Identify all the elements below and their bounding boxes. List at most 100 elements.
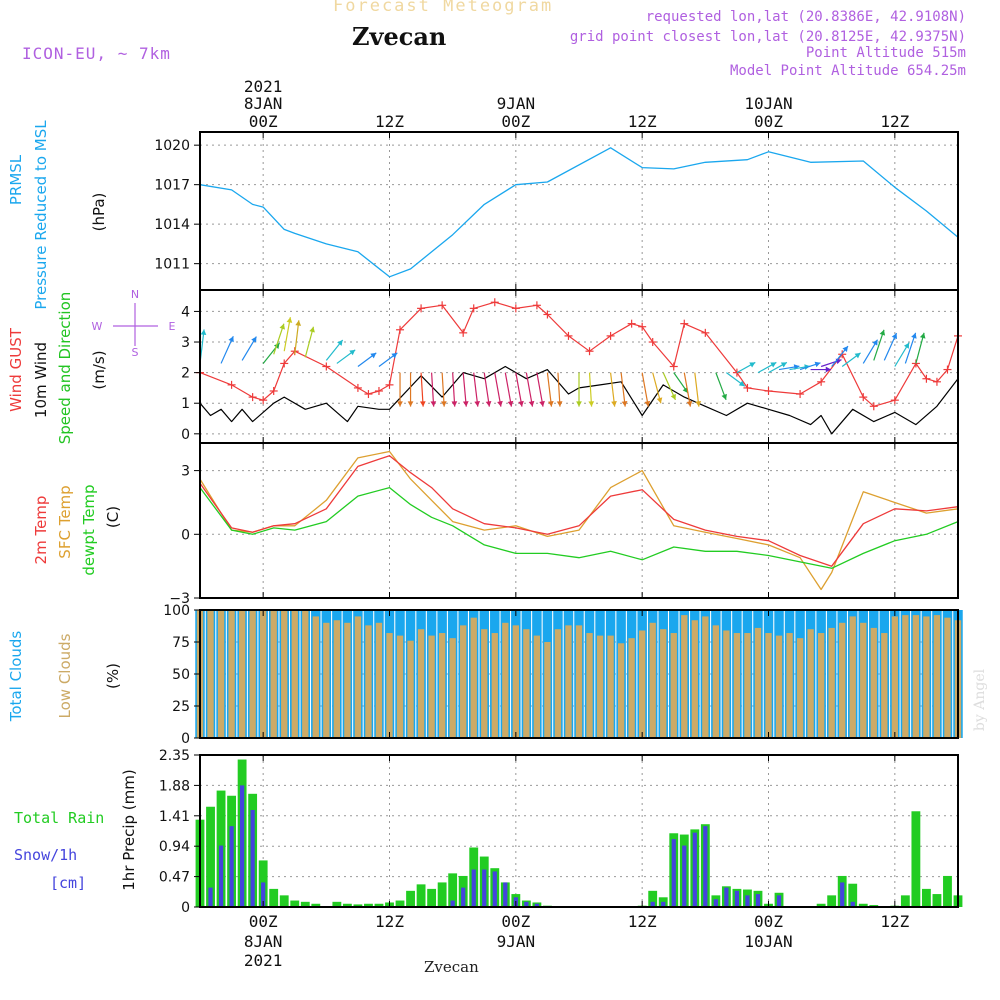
clouds-tick-label: 0 [181, 731, 190, 747]
snow-bar [840, 882, 845, 907]
arrow-head [507, 400, 514, 407]
low-cloud-bar [396, 635, 404, 738]
snow-bar [261, 882, 266, 907]
panel-frame [199, 609, 959, 739]
wind-direction-arrow [588, 372, 595, 407]
low-cloud-bar [702, 616, 709, 738]
wind-direction-arrow [483, 372, 492, 407]
low-cloud-bar [775, 635, 783, 738]
rain-bar [364, 903, 373, 907]
app-title: Forecast Meteogram [333, 0, 554, 16]
wind-direction-arrow [241, 336, 257, 361]
low-cloud-bar [565, 625, 572, 738]
low-cloud-bar [281, 610, 288, 738]
low-cloud-bar [796, 638, 804, 738]
temp-label-dewpt: dewpt Temp [80, 484, 98, 575]
low-cloud-bar [923, 616, 930, 738]
bottom-hour-label: 12Z [628, 912, 657, 931]
snow-bar [703, 826, 708, 907]
gust-marker [374, 386, 383, 395]
rain-bar [342, 903, 352, 907]
low-cloud-bar [238, 610, 246, 738]
pressure-tick-label: 1014 [154, 217, 190, 233]
pressure-label-prmsl: PRMSL [7, 154, 25, 205]
temp-2m-line [199, 455, 959, 567]
arrow-shaft [904, 332, 917, 364]
requested-coords: requested lon,lat (20.8386E, 42.9108N) [645, 9, 966, 25]
gust-line [199, 301, 959, 407]
gust-marker [543, 310, 552, 319]
pressure-tick-label: 1011 [154, 257, 190, 273]
low-cloud-bar [849, 616, 856, 738]
snow-bar [524, 901, 529, 907]
gust-marker [396, 325, 405, 334]
panel-frame [199, 754, 959, 908]
low-cloud-bar [860, 622, 867, 738]
wind-direction-arrow [576, 372, 582, 407]
gust-marker [227, 380, 236, 389]
wind-direction-arrow [556, 372, 563, 407]
wind-direction-arrow [757, 361, 777, 374]
low-cloud-bar [554, 629, 562, 738]
gust-marker [869, 402, 878, 411]
clouds-label-total: Total Clouds [7, 631, 25, 723]
rain-bar [279, 895, 289, 907]
top-hour-label: 00Z [754, 112, 783, 131]
wind-direction-arrow [831, 345, 849, 367]
wind-direction-arrow [904, 332, 917, 364]
arrow-head [749, 362, 756, 368]
gust-marker [680, 319, 689, 328]
arrow-shaft [515, 372, 523, 407]
snow-bar [240, 785, 245, 907]
precip-tick-label: 0.47 [159, 870, 190, 886]
arrow-head [485, 400, 492, 407]
pressure-line [199, 147, 959, 278]
bottom-day-label: 9JAN [497, 932, 536, 951]
wind-direction-arrow [768, 361, 788, 374]
low-cloud-bar [365, 625, 372, 738]
arrow-shaft [652, 372, 662, 404]
top-day-label: 9JAN [497, 94, 536, 113]
arrow-head [842, 346, 848, 353]
arrow-shaft [494, 372, 502, 407]
arrow-head [279, 323, 285, 330]
wind-direction-arrow [473, 372, 481, 407]
arrow-head [695, 401, 702, 407]
point-altitude: Point Altitude 515m [805, 45, 966, 61]
arrow-shaft [620, 372, 626, 407]
grid-point-coords: grid point closest lon,lat (20.8125E, 42… [569, 29, 966, 45]
gust-marker [280, 359, 289, 368]
top-hour-label: 12Z [880, 112, 909, 131]
snow-bar [776, 895, 782, 907]
snow-bar [755, 894, 761, 907]
arrow-head [621, 401, 628, 407]
precip-tick-label: 1.41 [159, 809, 190, 825]
wind-direction-arrow [862, 339, 879, 364]
arrow-head [497, 400, 503, 407]
gust-marker [859, 393, 868, 402]
low-cloud-bar [817, 633, 825, 738]
arrow-shaft [873, 329, 885, 361]
wind-direction-arrow [799, 361, 821, 371]
rain-bar [921, 888, 931, 907]
snow-bar [682, 845, 687, 907]
top-hour-label: 12Z [375, 112, 404, 131]
low-cloud-bar [460, 625, 467, 738]
arrow-head [656, 397, 663, 404]
snow-bar [850, 901, 855, 907]
low-cloud-bar [312, 616, 319, 738]
low-cloud-bar [533, 635, 541, 738]
wind-direction-arrow [715, 372, 727, 401]
gust-marker [701, 328, 710, 337]
low-cloud-bar [417, 629, 425, 738]
gust-marker [796, 390, 805, 399]
wind-direction-arrow [620, 372, 628, 407]
wind-direction-arrow [820, 358, 842, 368]
low-cloud-bar [428, 635, 435, 738]
clouds-tick-label: 100 [163, 603, 190, 619]
precip-label-snow: Snow/1h [14, 846, 77, 864]
arrow-head [474, 401, 481, 407]
wind-direction-arrow [683, 372, 693, 407]
gust-marker [459, 328, 468, 337]
low-cloud-bar [596, 635, 604, 738]
